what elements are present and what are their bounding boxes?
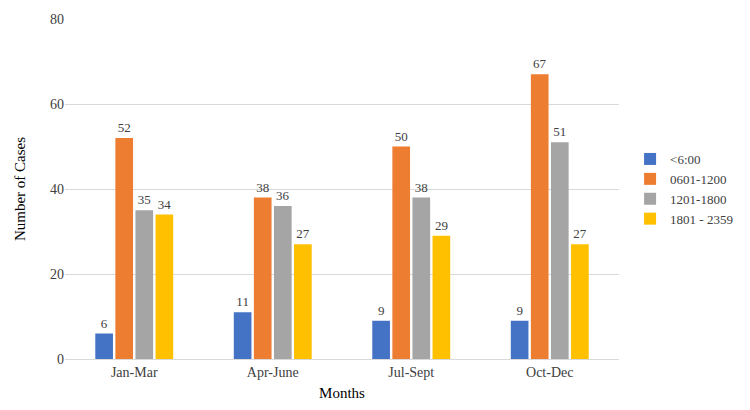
svg-text:35: 35 [138, 192, 151, 207]
svg-text:38: 38 [415, 180, 428, 195]
svg-text:Apr-June: Apr-June [247, 365, 299, 380]
svg-text:6: 6 [101, 316, 108, 331]
svg-text:Months: Months [319, 385, 365, 401]
svg-text:1801 - 2359: 1801 - 2359 [670, 212, 733, 227]
svg-text:11: 11 [236, 294, 249, 309]
svg-text:20: 20 [50, 267, 64, 282]
svg-text:40: 40 [50, 182, 64, 197]
svg-text:0: 0 [57, 352, 64, 367]
svg-text:27: 27 [296, 226, 310, 241]
svg-text:38: 38 [256, 180, 269, 195]
svg-text:29: 29 [435, 218, 448, 233]
svg-text:50: 50 [395, 129, 408, 144]
svg-text:Jul-Sept: Jul-Sept [388, 365, 434, 380]
svg-text:36: 36 [276, 188, 290, 203]
svg-text:0601-1200: 0601-1200 [670, 172, 726, 187]
svg-text:1201-1800: 1201-1800 [670, 192, 726, 207]
svg-text:52: 52 [118, 120, 131, 135]
svg-text:9: 9 [516, 303, 523, 318]
svg-text:Oct-Dec: Oct-Dec [526, 365, 573, 380]
svg-text:51: 51 [553, 124, 566, 139]
svg-text:Jan-Mar: Jan-Mar [111, 365, 158, 380]
svg-text:60: 60 [50, 97, 64, 112]
svg-text:27: 27 [573, 226, 587, 241]
svg-text:<6:00: <6:00 [670, 152, 700, 167]
svg-text:34: 34 [158, 197, 172, 212]
svg-text:Number of Cases: Number of Cases [12, 137, 28, 241]
svg-text:9: 9 [378, 303, 385, 318]
svg-text:80: 80 [50, 12, 64, 27]
svg-text:67: 67 [533, 56, 547, 71]
